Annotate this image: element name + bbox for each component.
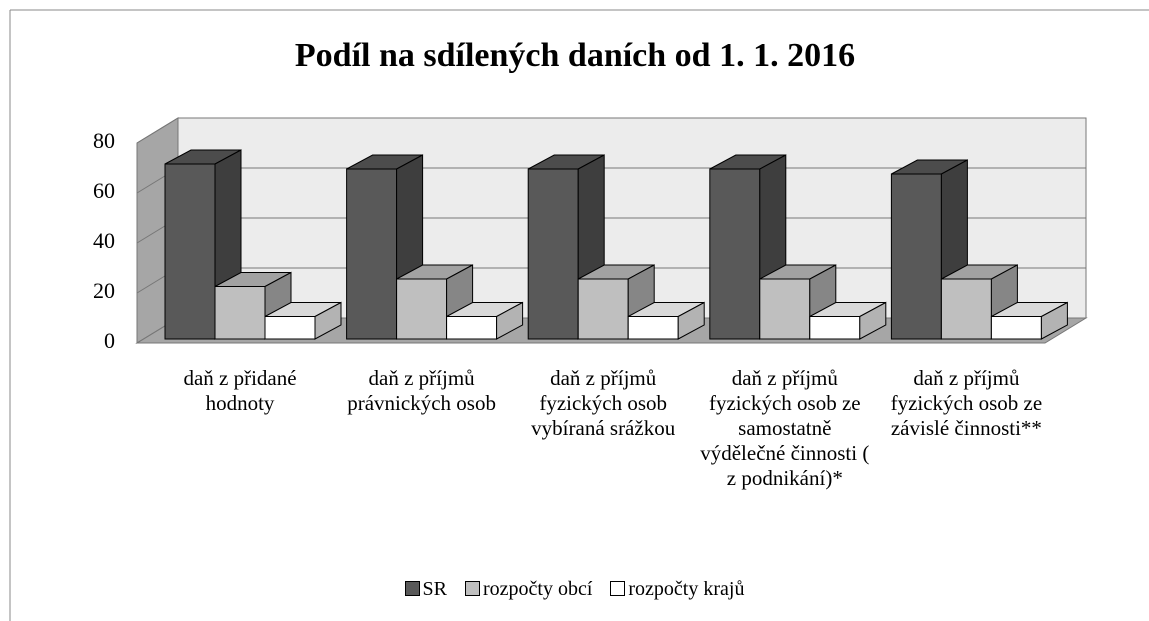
x-tick-label: daň z příjmů fyzických osob ze závislé č… [890, 366, 1043, 440]
bar-side [496, 301, 524, 340]
x-tick-label: daň z příjmů právnických osob [347, 366, 496, 415]
bar-front [940, 278, 992, 340]
y-tick-label: 40 [93, 228, 115, 253]
bar-front [809, 316, 861, 340]
bar-front [709, 168, 761, 340]
bar-side [314, 301, 342, 340]
bar-front [577, 278, 629, 340]
x-tick-label: daň z přidané hodnoty [183, 366, 297, 415]
bar-front [264, 316, 316, 340]
bar-side [677, 301, 705, 340]
legend-item: rozpočty obcí [464, 578, 593, 601]
bar-front [759, 278, 811, 340]
legend-item: rozpočty krajů [610, 578, 744, 601]
bar-front [527, 168, 579, 340]
x-tick-label: daň z příjmů fyzických osob vybíraná srá… [531, 366, 676, 440]
bar-front [990, 316, 1042, 340]
legend-label: rozpočty krajů [628, 578, 745, 600]
bar-front [214, 286, 266, 340]
y-tick-label: 80 [93, 128, 115, 153]
chart-title: Podíl na sdílených daních od 1. 1. 2016 [295, 37, 855, 74]
bar-front [446, 316, 498, 340]
legend-item: SR [404, 578, 447, 601]
bar-front [627, 316, 679, 340]
legend-swatch [404, 581, 420, 596]
legend-swatch [610, 581, 626, 596]
bar-side [1040, 301, 1068, 340]
legend-label: SR [422, 578, 447, 600]
bar-front [346, 168, 398, 340]
legend-label: rozpočty obcí [482, 578, 593, 600]
y-tick-label: 60 [93, 178, 115, 203]
legend: SR rozpočty obcí rozpočty krajů [0, 578, 1149, 601]
bar-front [890, 173, 942, 340]
bar-front [396, 278, 448, 340]
legend-swatch [464, 581, 480, 596]
bar-side [859, 301, 887, 340]
bar-front [164, 163, 216, 340]
y-tick-label: 0 [104, 328, 115, 353]
y-tick-label: 20 [93, 278, 115, 303]
grid-line [136, 117, 1086, 144]
x-tick-label: daň z příjmů fyzických osob ze samostatn… [700, 366, 870, 490]
